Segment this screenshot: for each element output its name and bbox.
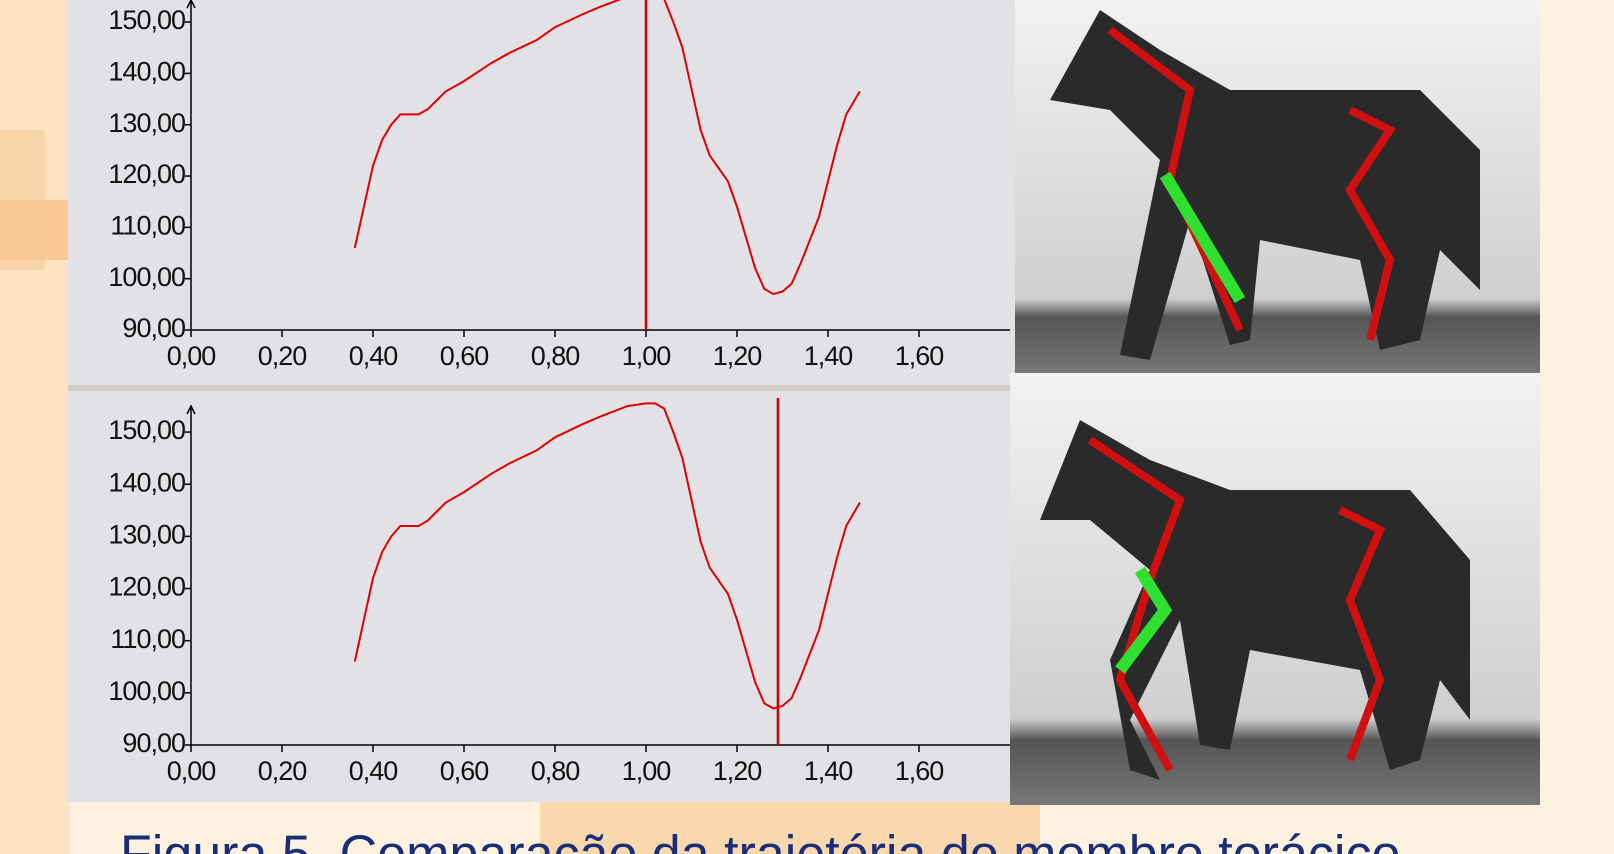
y-tick-label: 110,00 bbox=[110, 624, 185, 654]
x-tick-label: 0,00 bbox=[167, 756, 216, 786]
caption: Figura 5. Comparação da trajetória do me… bbox=[120, 826, 1400, 854]
chart-panel bbox=[68, 391, 1015, 802]
x-tick-label: 0,80 bbox=[531, 756, 580, 786]
x-tick-label: 1,20 bbox=[713, 341, 762, 371]
horse-photo bbox=[1015, 0, 1540, 373]
x-tick-label: 0,20 bbox=[258, 756, 307, 786]
y-tick-label: 120,00 bbox=[108, 572, 185, 602]
chart-panel bbox=[68, 0, 1015, 385]
y-tick-label: 130,00 bbox=[108, 108, 185, 138]
x-tick-label: 0,20 bbox=[258, 341, 307, 371]
y-tick-label: 130,00 bbox=[108, 520, 185, 550]
x-tick-label: 0,40 bbox=[349, 341, 398, 371]
y-tick-label: 100,00 bbox=[108, 262, 185, 292]
y-tick-label: 150,00 bbox=[108, 5, 185, 35]
x-tick-label: 1,60 bbox=[895, 341, 944, 371]
x-tick-label: 1,40 bbox=[804, 341, 853, 371]
x-tick-label: 1,20 bbox=[713, 756, 762, 786]
x-tick-label: 1,00 bbox=[622, 341, 671, 371]
y-tick-label: 120,00 bbox=[108, 159, 185, 189]
x-tick-label: 0,40 bbox=[349, 756, 398, 786]
x-tick-label: 0,60 bbox=[440, 756, 489, 786]
y-tick-label: 140,00 bbox=[108, 467, 185, 497]
page: {"chart_data": [ {"type": "line", "x": [… bbox=[0, 0, 1614, 854]
y-tick-label: 110,00 bbox=[110, 210, 185, 240]
y-tick-label: 90,00 bbox=[122, 313, 185, 343]
y-tick-label: 150,00 bbox=[108, 415, 185, 445]
x-tick-label: 1,00 bbox=[622, 756, 671, 786]
horse-photo bbox=[1010, 373, 1540, 805]
x-tick-label: 0,00 bbox=[167, 341, 216, 371]
x-tick-label: 1,40 bbox=[804, 756, 853, 786]
y-tick-label: 140,00 bbox=[108, 57, 185, 87]
panel-divider bbox=[68, 385, 1015, 391]
x-tick-label: 0,80 bbox=[531, 341, 580, 371]
y-tick-label: 100,00 bbox=[108, 676, 185, 706]
x-tick-label: 1,60 bbox=[895, 756, 944, 786]
x-tick-label: 0,60 bbox=[440, 341, 489, 371]
y-tick-label: 90,00 bbox=[122, 728, 185, 758]
slide: Figura 5. Comparação da trajetória do me… bbox=[0, 0, 1614, 854]
